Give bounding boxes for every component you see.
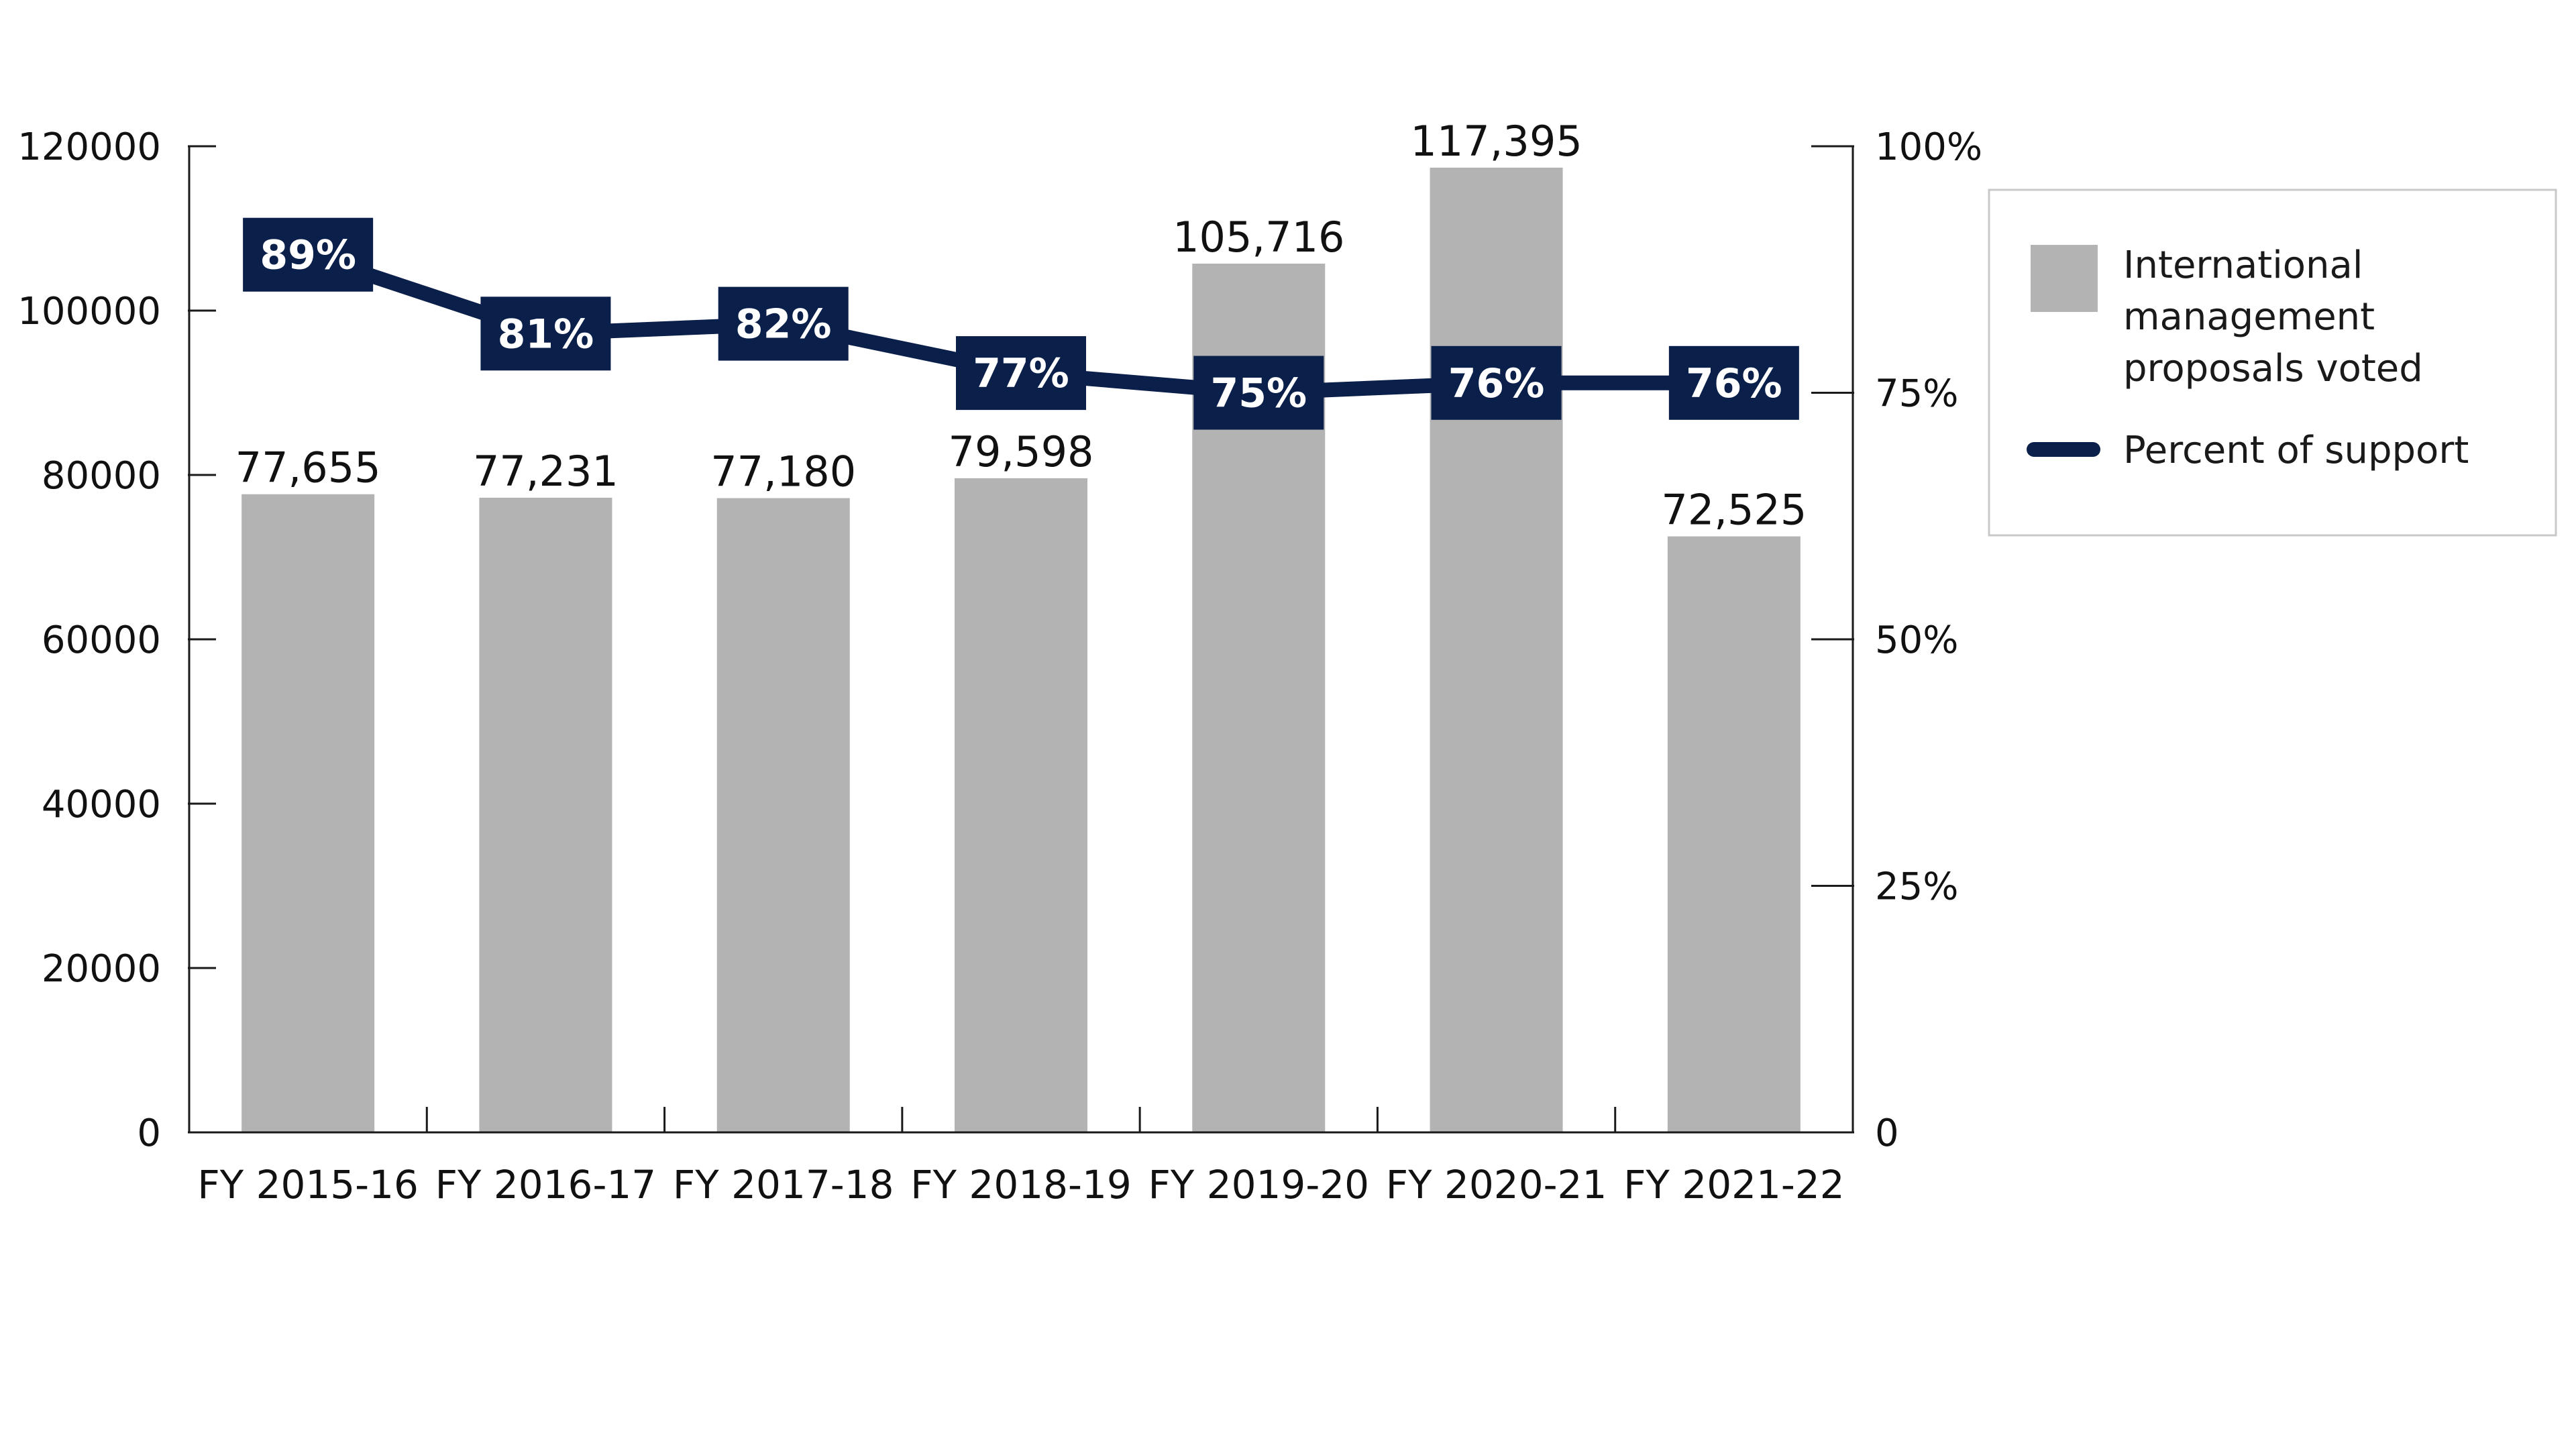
x-tick-label: FY 2017-18 [673,1162,894,1208]
legend-label-line: Percent of support [2123,429,2469,472]
percent-marker [1431,345,1562,420]
bar-labels-layer: 77,655 77,231 77,180 79,598 105,716 117,395 72… [235,117,1807,535]
bar-value-label: 79,598 [949,427,1094,476]
percent-marker [243,217,374,292]
x-tick-label: FY 2021-22 [1623,1162,1845,1208]
percent-marker [718,286,849,361]
legend-swatch-bars [2031,245,2098,312]
bars-layer [241,167,1801,1132]
percent-value-label: 81% [498,311,594,358]
legend-label-bars: proposals voted [2123,347,2423,390]
bar-value-label: 105,716 [1173,213,1344,262]
percent-value-label: 75% [1210,370,1307,417]
left-y-tick-label: 100000 [17,290,161,333]
percent-value-label: 76% [1448,360,1545,407]
line-layer: 89% 81% 82% 77% 75% 76% 76% [243,217,1799,430]
bar-fy-2016-17 [479,497,612,1132]
bar-value-label: 77,655 [235,443,381,492]
bar-fy-2018-19 [955,478,1087,1132]
axes-layer: 0 20000 40000 60000 80000 100000 120000 0 25% 50%… [17,125,1982,1208]
right-y-tick-label: 0 [1875,1112,1899,1155]
x-tick-label: FY 2016-17 [435,1162,657,1208]
bar-fy-2017-18 [716,498,850,1132]
right-y-tick-label: 100% [1875,125,1982,169]
bar-value-label: 77,180 [710,447,856,496]
bar-value-label: 72,525 [1661,486,1807,535]
right-y-tick-label: 75% [1875,372,1958,416]
left-y-tick-label: 20000 [42,947,161,991]
bar-fy-2015-16 [241,494,375,1132]
bar-value-label: 77,231 [473,447,619,496]
percent-marker [480,297,611,371]
bar-fy-2020-21 [1430,167,1563,1132]
left-y-tick-label: 60000 [42,619,161,662]
bar-value-label: 117,395 [1410,117,1582,166]
percent-marker [1193,356,1324,430]
legend: International management proposals voted Pe… [1988,189,2557,537]
right-y-tick-label: 25% [1875,865,1958,909]
left-y-tick-label: 40000 [42,783,161,826]
x-tick-label: FY 2020-21 [1386,1162,1607,1208]
percent-value-label: 76% [1686,360,1782,407]
percent-value-label: 77% [973,350,1069,397]
left-y-tick-label: 0 [137,1112,161,1155]
left-y-tick-label: 80000 [42,454,161,498]
bar-fy-2021-22 [1667,536,1801,1132]
right-y-tick-label: 50% [1875,619,1958,662]
percent-value-label: 89% [260,232,356,279]
x-tick-label: FY 2018-19 [910,1162,1132,1208]
x-tick-label: FY 2019-20 [1148,1162,1369,1208]
legend-label-bars: International [2123,244,2363,287]
left-y-tick-label: 120000 [17,125,161,169]
percent-value-label: 82% [735,301,832,348]
percent-marker [956,336,1086,411]
x-tick-label: FY 2015-16 [197,1162,419,1208]
legend-label-bars: management [2123,295,2375,339]
percent-marker [1668,345,1799,420]
